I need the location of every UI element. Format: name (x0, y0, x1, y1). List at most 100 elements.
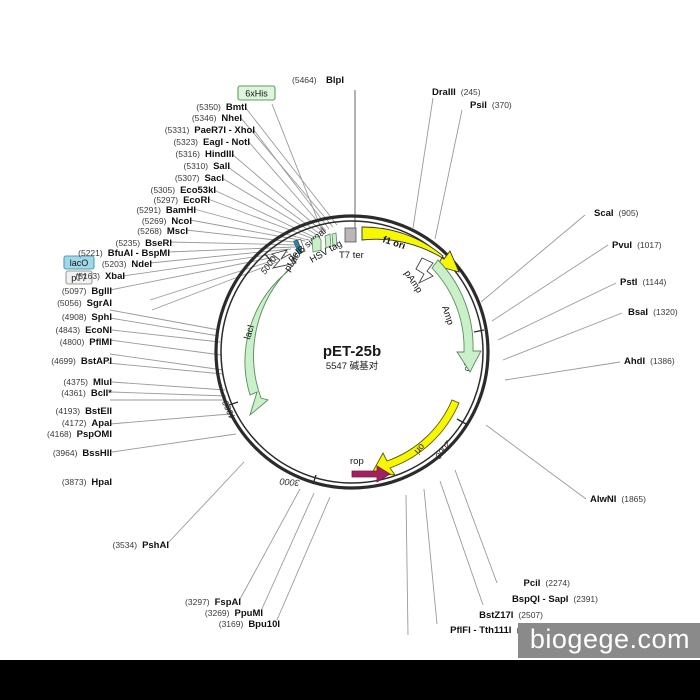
watermark: biogege.com (517, 623, 700, 658)
site-name: AhdI (624, 356, 645, 367)
site-pos: (1386) (650, 356, 675, 366)
site-pos: (4699) (51, 356, 76, 366)
site-pos: (1017) (637, 240, 662, 250)
site-name: BseRI (145, 238, 172, 249)
site-group-bottom-left: (3534) PshAI (3297) FspAI (3269) PpuMI (316… (112, 540, 280, 630)
site-pos: (5056) (57, 298, 82, 308)
svg-text:AlwNI(1865): AlwNI (1865) (590, 494, 646, 505)
bottom-letterbox (0, 660, 700, 700)
site-name: PstI (620, 277, 637, 288)
site-name: PvuI (612, 240, 632, 251)
site-name: BstZ17I (479, 610, 513, 621)
svg-text:(3534)PshAI: (3534) PshAI (112, 540, 169, 551)
site-pos: (5235) (115, 238, 140, 248)
site-name: ScaI (594, 208, 614, 219)
site-name: BfuAI - BspMI (108, 248, 170, 259)
site-name: Eco53kI (180, 185, 216, 196)
svg-text:(4375)MluI: (4375) MluI (63, 377, 112, 388)
svg-text:(5323)EagI - NotI: (5323) EagI - NotI (173, 137, 250, 148)
svg-text:(5346)NheI: (5346) NheI (192, 113, 242, 124)
site-pos: (5331) (165, 125, 190, 135)
svg-text:(5221)BfuAI - BspMI: (5221) BfuAI - BspMI (78, 248, 170, 259)
svg-text:(5163)XbaI: (5163) XbaI (75, 271, 125, 282)
site-pos: (1320) (653, 307, 678, 317)
scale-label-3000: 3000 (279, 476, 300, 488)
site-pos: (4168) (47, 429, 72, 439)
feature-T7-ter: T7 ter (339, 227, 364, 261)
site-name: BmtI (226, 102, 247, 113)
site-name: NheI (221, 113, 242, 124)
site-name: AlwNI (590, 494, 616, 505)
site-pos: (5316) (175, 149, 200, 159)
site-pos: (5323) (173, 137, 198, 147)
plasmid-backbone (214, 214, 490, 490)
site-name: PspOMI (77, 429, 112, 440)
site-name: PshAI (142, 540, 169, 551)
site-pos: (5297) (153, 195, 178, 205)
site-pos: (2274) (545, 578, 570, 588)
svg-text:PstI(1144): PstI (1144) (620, 277, 667, 288)
site-name: EcoNI (85, 325, 112, 336)
feature-f1-ori: f1 ori (361, 226, 460, 273)
svg-text:(5464) BlpI: (5464) BlpI (292, 70, 344, 87)
feature-Amp: Amp (431, 259, 482, 373)
svg-text:(5331)PaeR7I - XhoI: (5331) PaeR7I - XhoI (165, 125, 255, 136)
svg-text:(5305)Eco53kI: (5305) Eco53kI (151, 185, 217, 196)
feature-ori: ori (371, 399, 460, 476)
site-name: PflFI - Tth111I (450, 625, 511, 636)
svg-text:PvuI(1017): PvuI (1017) (612, 240, 662, 251)
svg-text:BsaI(1320): BsaI (1320) (628, 307, 678, 318)
svg-text:(5203)NdeI: (5203) NdeI (102, 259, 152, 270)
svg-text:(5269)NcoI: (5269) NcoI (142, 216, 192, 227)
tag-lacO: lacO (63, 255, 95, 270)
site-pos: (3297) (185, 597, 210, 607)
tag-label-6xHis: 6xHis (245, 89, 268, 99)
svg-text:(3297)FspAI: (3297) FspAI (185, 597, 241, 608)
plasmid-size: 5547 碱基对 (326, 360, 379, 372)
svg-text:AhdI(1386): AhdI (1386) (624, 356, 675, 367)
site-name: EcoRI (183, 195, 210, 206)
site-name: EagI - NotI (203, 137, 250, 148)
site-name: BstAPI (81, 356, 112, 367)
site-pos: (1865) (621, 494, 646, 504)
site-pos: (4843) (55, 325, 80, 335)
site-pos: (5310) (184, 161, 209, 171)
svg-text:(4800)PflMI: (4800) PflMI (60, 337, 112, 348)
site-name: FspAI (215, 597, 241, 608)
site-pos: (5163) (75, 271, 100, 281)
site-pos: (5268) (137, 226, 162, 236)
site-pos: (4908) (62, 312, 87, 322)
svg-text:(3964)BssHII: (3964) BssHII (53, 448, 112, 459)
svg-text:PciI(2274): PciI (2274) (524, 578, 571, 589)
site-name: NcoI (171, 216, 192, 227)
site-pos: (1144) (642, 277, 666, 287)
site-pos: (5221) (78, 248, 103, 258)
svg-text:(4843)EcoNI: (4843) EcoNI (55, 325, 112, 336)
site-name: SgrAI (87, 298, 112, 309)
site-pos: (4172) (62, 418, 87, 428)
plasmid-name: pET-25b (323, 343, 381, 360)
feature-label-T7-ter: T7 ter (339, 250, 364, 261)
site-name: DraIII (432, 87, 456, 98)
svg-text:BstZ17I(2507): BstZ17I (2507) (479, 610, 543, 621)
site-name: BstEII (85, 406, 112, 417)
site-group-top-right: DraIII (245) PsiI (370) (432, 87, 512, 111)
plasmid-center-label: pET-25b 5547 碱基对 (323, 343, 381, 372)
svg-text:(4361)BclI*: (4361) BclI* (61, 388, 112, 399)
site-name: BlpI (326, 75, 344, 86)
site-pos: (5464) (292, 75, 317, 85)
svg-text:(4193)BstEII: (4193) BstEII (55, 406, 112, 417)
svg-text:(5307)SacI: (5307) SacI (175, 173, 224, 184)
site-name: BamHI (166, 205, 196, 216)
svg-text:ScaI(905): ScaI (905) (594, 208, 639, 219)
svg-text:(3169)Bpu10I: (3169) Bpu10I (219, 619, 280, 630)
site-pos: (5307) (175, 173, 200, 183)
site-pos: (370) (492, 100, 512, 110)
site-pos: (905) (619, 208, 639, 218)
site-pos: (5097) (62, 286, 87, 296)
feature-label-lacI: lacI (242, 324, 257, 341)
feature-label-rop: rop (350, 456, 364, 467)
site-name: BssHII (82, 448, 112, 459)
site-pos: (3169) (219, 619, 244, 629)
